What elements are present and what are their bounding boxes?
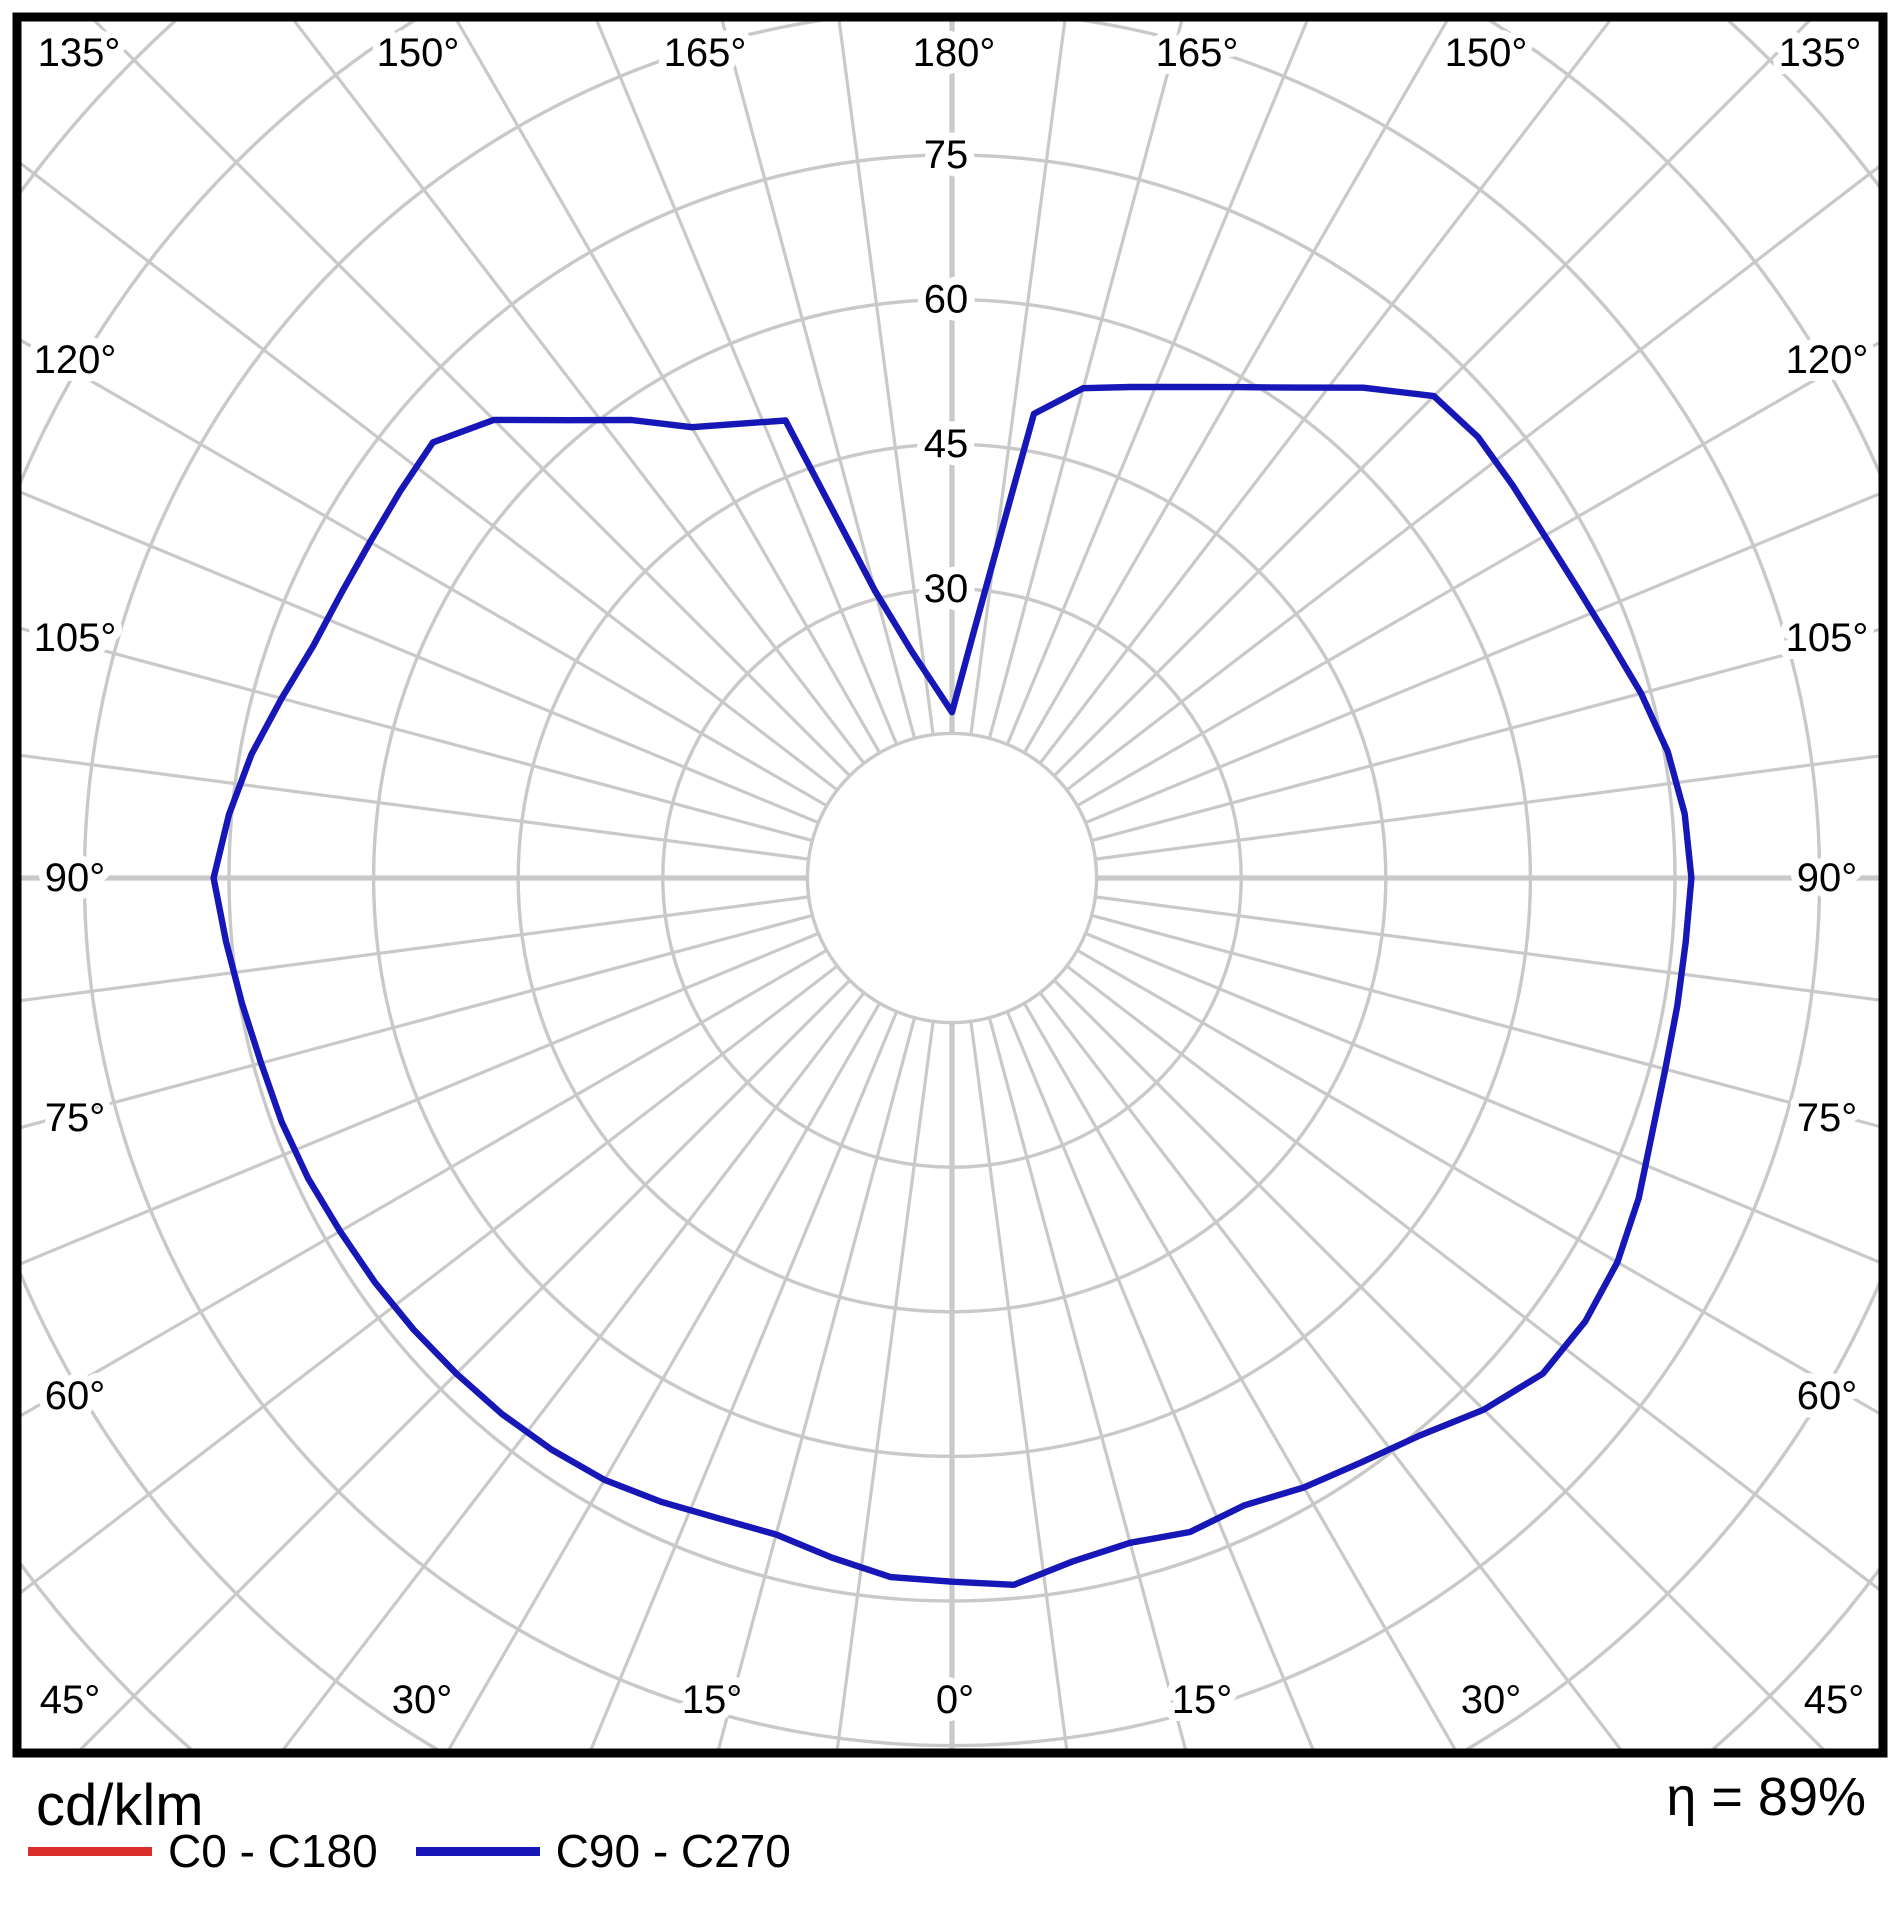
spoke-gridline-247.5 — [21, 490, 820, 825]
label-group: 135° 150° 165° 180° 165° 150° 135° 45° 30° 15° 0° 1… — [26, 23, 1877, 1730]
legend: C0 - C180 C90 - C270 — [28, 1824, 791, 1878]
angle-label-left-90: 90° — [45, 856, 106, 900]
angle-label-right-105: 105° — [1786, 616, 1869, 660]
angle-label-top-150: 150° — [1445, 31, 1528, 75]
legend-item-c90-c270: C90 - C270 — [415, 1824, 791, 1878]
spoke-gridline-120 — [1076, 340, 1879, 808]
spoke-gridline-157.5 — [1005, 21, 1309, 746]
legend-label-c0-c180: C0 - C180 — [168, 1825, 378, 1877]
angle-label-right-60: 60° — [1797, 1374, 1858, 1418]
angle-label-top-180: 180° — [913, 31, 996, 75]
spoke-gridline-285 — [21, 913, 813, 1130]
spoke-gridline-255 — [21, 626, 813, 843]
spoke-gridline-352.5 — [835, 1021, 935, 1749]
spoke-gridline-67.5 — [1084, 931, 1879, 1264]
spoke-gridline-127.5 — [1065, 164, 1879, 792]
angle-label-top-135: 135° — [1779, 31, 1862, 75]
legend-item-c0-c180: C0 - C180 — [28, 1824, 378, 1878]
spoke-gridline-262.5 — [21, 753, 809, 861]
spoke-gridline-97.5 — [1095, 754, 1879, 861]
angle-label-right-90: 90° — [1797, 856, 1858, 900]
spoke-gridline-307.5 — [21, 964, 839, 1595]
angle-label-top-150: 150° — [377, 31, 460, 75]
spoke-gridline-195 — [720, 21, 917, 739]
spoke-gridline-60 — [1076, 948, 1879, 1416]
angle-label-bottom-30: 30° — [1461, 1678, 1522, 1722]
spoke-gridline-292.5 — [21, 931, 820, 1266]
spoke-gridline-52.5 — [1065, 964, 1879, 1592]
unit-label: cd/klm — [36, 1773, 204, 1838]
spoke-gridline-7.5 — [969, 1021, 1069, 1749]
radial-tick-label-75: 75 — [924, 133, 969, 177]
legend-swatch-red — [28, 1846, 152, 1856]
spoke-gridline-337.5 — [589, 1010, 899, 1749]
legend-label-c90-c270: C90 - C270 — [555, 1825, 791, 1877]
spoke-gridline-322.5 — [281, 991, 866, 1749]
spoke-gridline-345 — [716, 1017, 917, 1749]
spoke-gridline-30 — [1022, 1002, 1457, 1749]
angle-label-bottom-45: 45° — [40, 1678, 101, 1722]
spoke-gridline-75 — [1091, 913, 1879, 1129]
angle-label-bottom-0: 0° — [936, 1678, 974, 1722]
spoke-gridline-217.5 — [292, 21, 866, 765]
spoke-gridline-210 — [455, 21, 882, 754]
spoke-gridline-37.5 — [1038, 991, 1623, 1749]
spoke-gridline-82.5 — [1095, 895, 1879, 1002]
angle-label-top-135: 135° — [38, 31, 121, 75]
efficiency-value: η = 89% — [1666, 1767, 1866, 1827]
angle-label-bottom-15: 15° — [682, 1678, 743, 1722]
angle-label-right-120: 120° — [1786, 338, 1869, 382]
spoke-gridline-150 — [1022, 21, 1449, 754]
radial-tick-label-30: 30 — [924, 567, 969, 611]
angle-label-left-105: 105° — [34, 616, 117, 660]
spoke-gridline-240 — [21, 338, 828, 808]
spoke-gridline-45 — [1053, 979, 1826, 1749]
spoke-gridline-202.5 — [595, 21, 899, 746]
spoke-gridline-112.5 — [1084, 492, 1879, 825]
spoke-gridline-22.5 — [1005, 1010, 1315, 1749]
angle-label-right-75: 75° — [1797, 1096, 1858, 1140]
spoke-gridline-172.5 — [969, 21, 1067, 735]
spoke-gridline-142.5 — [1038, 21, 1612, 765]
spoke-gridline-15 — [987, 1017, 1188, 1749]
spoke-gridline-187.5 — [837, 21, 935, 735]
angle-label-bottom-45: 45° — [1804, 1678, 1865, 1722]
spoke-gridline-135 — [1053, 21, 1812, 777]
spoke-gridline-105 — [1091, 627, 1879, 843]
legend-swatch-blue — [415, 1846, 540, 1856]
radial-tick-label-60: 60 — [924, 278, 969, 322]
spoke-gridline-300 — [21, 948, 828, 1418]
curve-c90-c270 — [210, 383, 1695, 1588]
spoke-gridline-165 — [987, 21, 1184, 739]
angle-label-top-165: 165° — [1156, 31, 1239, 75]
angle-label-left-75: 75° — [45, 1096, 106, 1140]
radial-tick-label-45: 45 — [924, 422, 969, 466]
spoke-gridline-330 — [447, 1002, 882, 1749]
angle-label-top-165: 165° — [664, 31, 747, 75]
spoke-gridline-277.5 — [21, 895, 809, 1003]
angle-label-left-120: 120° — [34, 338, 117, 382]
spoke-gridline-315 — [78, 979, 851, 1749]
spoke-gridline-232.5 — [21, 161, 839, 792]
plot-border — [12, 12, 1888, 1758]
ring-gridline-15 — [805, 731, 1099, 1025]
angle-label-left-60: 60° — [45, 1374, 106, 1418]
angle-label-bottom-15: 15° — [1172, 1678, 1233, 1722]
spoke-gridline-225 — [92, 21, 851, 777]
angle-label-bottom-30: 30° — [392, 1678, 453, 1722]
